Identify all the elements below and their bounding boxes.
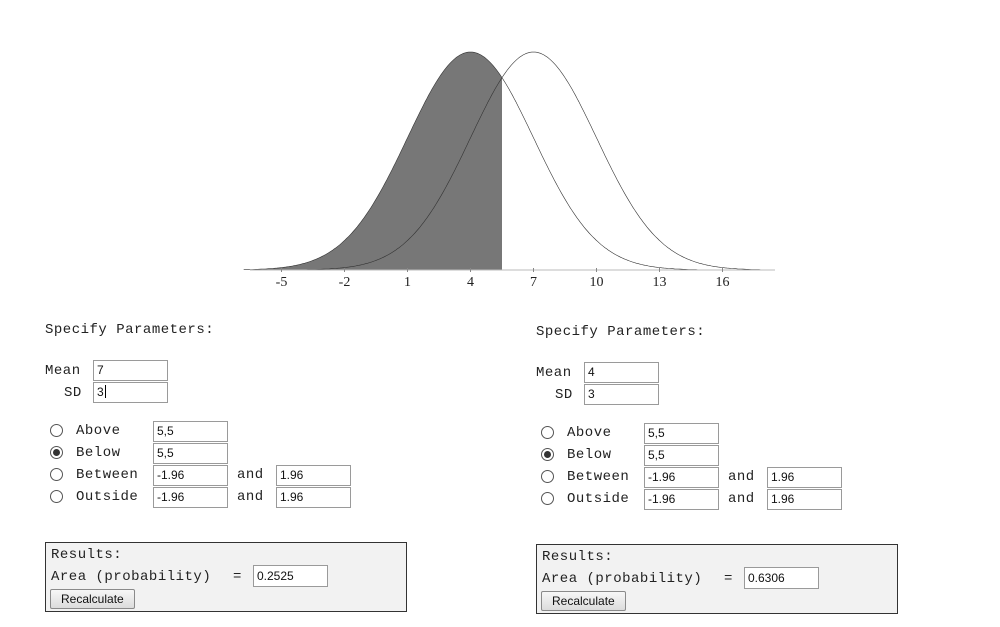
sd-input[interactable]: 3	[584, 384, 659, 405]
area-result-field[interactable]: 0.6306	[744, 567, 819, 589]
outside-label: Outside	[567, 491, 630, 507]
left-parameters-panel: Specify Parameters: Mean 7 SD 3 Above 5,…	[45, 322, 445, 622]
outside-from-input[interactable]: -1.96	[644, 489, 719, 510]
above-label: Above	[76, 423, 121, 439]
outside-to-input[interactable]: 1.96	[276, 487, 351, 508]
equals-sign: =	[724, 571, 733, 587]
above-radio[interactable]	[50, 424, 63, 437]
between-and-label: and	[728, 469, 755, 485]
x-tick-label: 4	[467, 275, 474, 290]
x-tick-label: 10	[590, 275, 604, 290]
x-tick-label: 7	[530, 275, 537, 290]
density-curve-mean-4	[243, 51, 698, 270]
x-tick-label: -2	[339, 275, 351, 290]
results-title: Results:	[542, 549, 614, 565]
between-and-label: and	[237, 467, 264, 483]
mean-input[interactable]: 4	[584, 362, 659, 383]
outside-from-input[interactable]: -1.96	[153, 487, 228, 508]
below-radio[interactable]	[541, 448, 554, 461]
below-label: Below	[76, 445, 121, 461]
x-tick-label: -5	[276, 275, 288, 290]
between-radio[interactable]	[541, 470, 554, 483]
between-label: Between	[76, 467, 139, 483]
outside-to-input[interactable]: 1.96	[767, 489, 842, 510]
results-title: Results:	[51, 547, 123, 563]
area-probability-label: Area (probability)	[51, 569, 212, 585]
mean-label: Mean	[45, 363, 81, 379]
x-tick-label: 13	[653, 275, 667, 290]
between-to-input[interactable]: 1.96	[767, 467, 842, 488]
area-probability-label: Area (probability)	[542, 571, 703, 587]
results-box: Results: Area (probability) = 0.2525 Rec…	[45, 542, 407, 612]
density-curve-mean-7	[306, 51, 761, 270]
shaded-area-mean-4	[250, 52, 502, 270]
above-radio[interactable]	[541, 426, 554, 439]
outside-and-label: and	[237, 489, 264, 505]
below-label: Below	[567, 447, 612, 463]
outside-radio[interactable]	[50, 490, 63, 503]
between-from-input[interactable]: -1.96	[153, 465, 228, 486]
specify-parameters-heading: Specify Parameters:	[536, 324, 706, 340]
sd-input[interactable]: 3	[93, 382, 168, 403]
x-tick-label: 16	[716, 275, 730, 290]
outside-and-label: and	[728, 491, 755, 507]
above-label: Above	[567, 425, 612, 441]
normal-distribution-chart: -5 -2 1 4 7 10 13 16	[243, 51, 775, 290]
equals-sign: =	[233, 569, 242, 585]
between-label: Between	[567, 469, 630, 485]
results-box: Results: Area (probability) = 0.6306 Rec…	[536, 544, 898, 614]
between-to-input[interactable]: 1.96	[276, 465, 351, 486]
right-parameters-panel: Specify Parameters: Mean 4 SD 3 Above 5,…	[536, 324, 936, 624]
below-value-input[interactable]: 5,5	[644, 445, 719, 466]
area-result-field[interactable]: 0.2525	[253, 565, 328, 587]
below-radio[interactable]	[50, 446, 63, 459]
above-value-input[interactable]: 5,5	[153, 421, 228, 442]
mean-label: Mean	[536, 365, 572, 381]
text-cursor	[104, 385, 106, 398]
sd-input-value: 3	[97, 385, 104, 399]
below-value-input[interactable]: 5,5	[153, 443, 228, 464]
mean-input[interactable]: 7	[93, 360, 168, 381]
x-tick-label: 1	[404, 275, 411, 290]
recalculate-button[interactable]: Recalculate	[541, 591, 626, 611]
recalculate-button[interactable]: Recalculate	[50, 589, 135, 609]
above-value-input[interactable]: 5,5	[644, 423, 719, 444]
specify-parameters-heading: Specify Parameters:	[45, 322, 215, 338]
outside-radio[interactable]	[541, 492, 554, 505]
between-radio[interactable]	[50, 468, 63, 481]
sd-label: SD	[64, 385, 82, 401]
outside-label: Outside	[76, 489, 139, 505]
sd-label: SD	[555, 387, 573, 403]
between-from-input[interactable]: -1.96	[644, 467, 719, 488]
